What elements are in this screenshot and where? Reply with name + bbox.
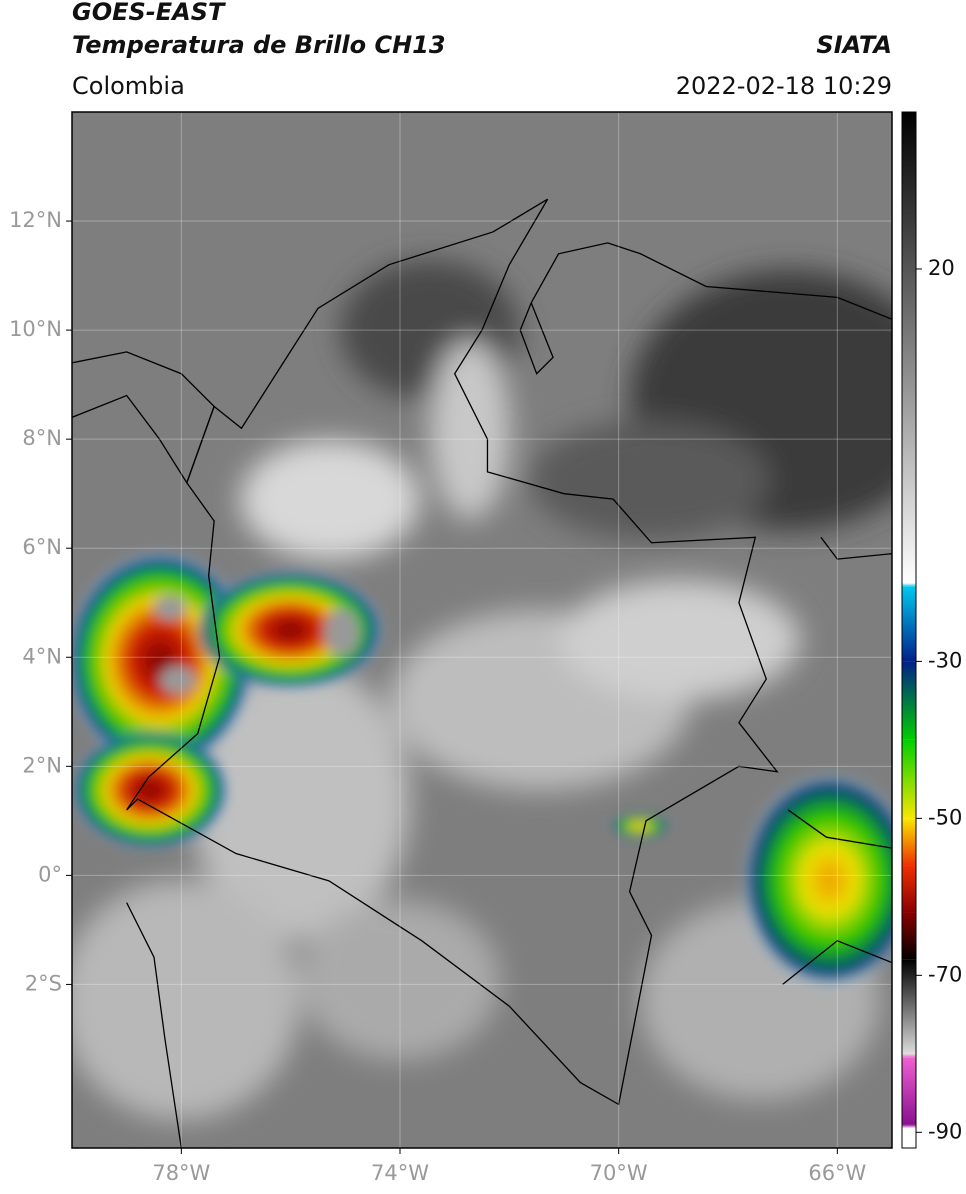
x-tick-label: 74°W bbox=[371, 1161, 429, 1185]
colorbar-tick-label: -70 bbox=[928, 962, 962, 986]
colorbar-segment bbox=[902, 865, 916, 913]
border bbox=[782, 940, 892, 985]
colorbar-segment bbox=[902, 1128, 916, 1148]
border bbox=[72, 351, 215, 485]
y-tick-label: 0° bbox=[38, 862, 62, 886]
y-tick-label: 8°N bbox=[22, 426, 62, 450]
y-tick-label: 2°N bbox=[22, 753, 62, 777]
colorbar-tick-label: -50 bbox=[928, 805, 962, 829]
colorbar-segment bbox=[902, 661, 916, 740]
title: GOES-EAST bbox=[72, 0, 226, 26]
y-tick-label: 4°N bbox=[22, 644, 62, 668]
colorbar-segment bbox=[902, 739, 916, 819]
colorbar-segment bbox=[902, 1053, 916, 1058]
title: Temperatura de Brillo CH13 bbox=[72, 31, 446, 59]
y-tick-label: 6°N bbox=[22, 535, 62, 559]
satellite-image bbox=[72, 112, 892, 1148]
colorbar-segment bbox=[902, 1124, 916, 1129]
colorbar-tick-label: 20 bbox=[928, 256, 955, 280]
border bbox=[787, 809, 892, 849]
colorbar-segment bbox=[902, 112, 916, 583]
x-tick-label: 66°W bbox=[808, 1161, 866, 1185]
colorbar-segment bbox=[902, 959, 916, 1054]
y-tick-label: 2°S bbox=[25, 971, 62, 995]
colorbar-segment bbox=[902, 912, 916, 960]
region: Colombia bbox=[72, 72, 185, 100]
colorbar-tick-label: -90 bbox=[928, 1119, 962, 1143]
source: SIATA bbox=[816, 31, 892, 59]
colorbar-tick-label: -30 bbox=[928, 648, 962, 672]
border bbox=[530, 242, 892, 320]
x-tick-label: 78°W bbox=[152, 1161, 210, 1185]
x-tick-label: 70°W bbox=[590, 1161, 648, 1185]
colorbar-segment bbox=[902, 586, 916, 662]
colorbar-frame bbox=[901, 111, 917, 1149]
y-tick-label: 10°N bbox=[9, 317, 62, 341]
border bbox=[519, 302, 554, 375]
colorbar-segment bbox=[902, 818, 916, 866]
border bbox=[126, 902, 182, 1148]
border bbox=[126, 198, 779, 1106]
colorbar-segment bbox=[902, 582, 916, 587]
map-frame bbox=[71, 111, 893, 1149]
y-tick-label: 12°N bbox=[9, 208, 62, 232]
border bbox=[820, 536, 892, 560]
colorbar-segment bbox=[902, 1057, 916, 1125]
datetime: 2022-02-18 10:29 bbox=[676, 72, 892, 100]
